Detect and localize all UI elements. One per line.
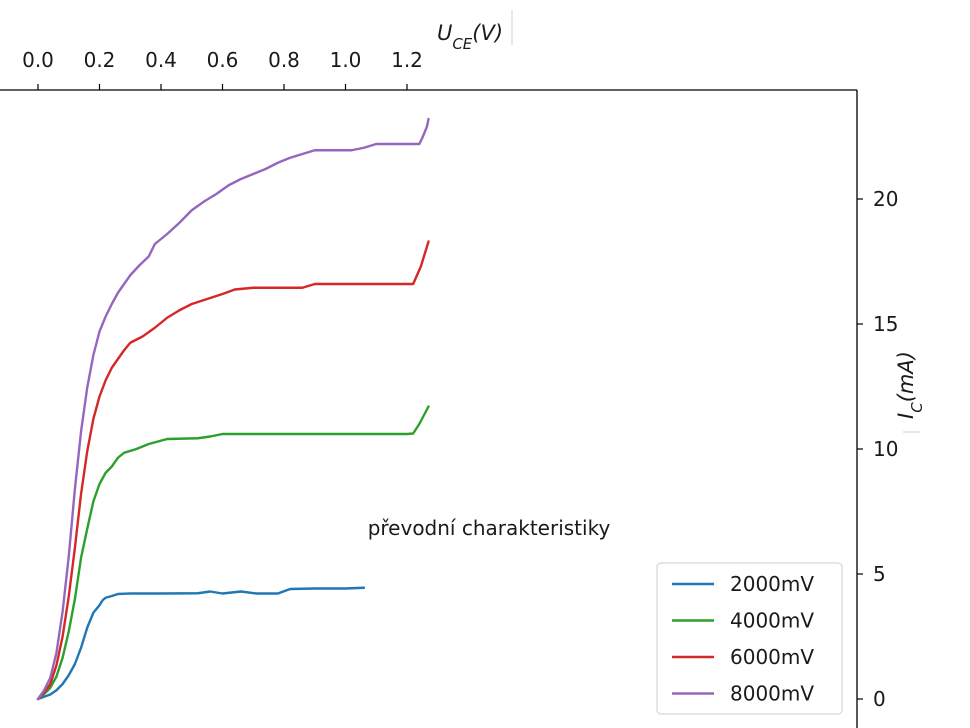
legend-label-4000mV: 4000mV <box>730 609 814 633</box>
y-tick-label: 5 <box>873 562 886 586</box>
legend-label-2000mV: 2000mV <box>730 572 814 596</box>
legend-label-6000mV: 6000mV <box>730 645 814 669</box>
x-tick-label: 1.2 <box>391 48 423 72</box>
x-tick-label: 0.2 <box>84 48 116 72</box>
y-tick-label: 15 <box>873 312 898 336</box>
annotation-text: převodní charakteristiky <box>368 516 611 540</box>
x-tick-label: 0.0 <box>22 48 54 72</box>
x-axis-label: UCE(V) <box>437 21 503 53</box>
y-tick-label: 0 <box>873 687 886 711</box>
plot-group: 0.0 0.2 0.4 0.6 0.8 1.0 1.2 0 5 10 15 20 UCE(V) IC(mA… <box>0 10 926 728</box>
x-tick-label: 0.8 <box>268 48 300 72</box>
series-line-6000mV <box>36 240 430 701</box>
series-line-8000mV <box>36 117 430 701</box>
series-line-2000mV <box>36 586 366 701</box>
y-tick-label: 20 <box>873 187 898 211</box>
x-tick-label: 1.0 <box>330 48 362 72</box>
legend-label-8000mV: 8000mV <box>730 682 814 706</box>
legend-box <box>656 562 843 715</box>
x-tick-label: 0.4 <box>145 48 177 72</box>
legend: 2000mV 4000mV 6000mV 8000mV <box>656 562 843 715</box>
series-line-4000mV <box>36 405 430 701</box>
y-tick-label: 10 <box>873 437 898 461</box>
x-tick-label: 0.6 <box>207 48 239 72</box>
y-axis-label: IC(mA) <box>894 351 926 419</box>
